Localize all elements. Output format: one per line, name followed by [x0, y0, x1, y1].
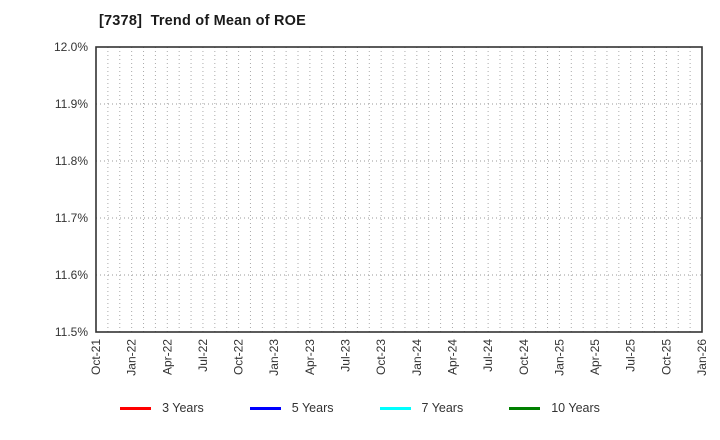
y-tick-label: 11.9% [55, 97, 88, 111]
x-tick-label: Jul-22 [196, 339, 210, 372]
legend-label: 7 Years [421, 401, 464, 415]
x-tick-label: Jan-25 [552, 339, 566, 376]
legend-line-swatch [120, 406, 152, 410]
plot-area: 11.5% 11.6% 11.7% 11.8% 11.9% 12.0% Oct-21 Jan-… [54, 40, 709, 376]
x-tick-label: Jan-26 [695, 339, 709, 376]
legend-item: 10 Years [509, 401, 600, 415]
legend: 3 Years 5 Years 7 Years 10 Years [0, 401, 720, 415]
y-tick-label: 11.6% [55, 268, 88, 282]
x-tick-label: Apr-24 [445, 339, 459, 375]
legend-item: 3 Years [120, 401, 204, 415]
x-tick-label: Oct-21 [89, 339, 103, 375]
x-tick-label: Oct-22 [232, 339, 246, 375]
y-tick-label: 11.8% [55, 154, 88, 168]
legend-item: 7 Years [379, 401, 464, 415]
x-tick-label: Oct-23 [374, 339, 388, 375]
legend-label: 5 Years [291, 401, 334, 415]
x-tick-label: Oct-25 [659, 339, 673, 375]
x-tick-label: Jul-25 [624, 339, 638, 372]
y-tick-label: 12.0% [54, 40, 88, 54]
legend-label: 3 Years [162, 401, 204, 415]
legend-line-swatch [249, 406, 281, 410]
legend-item: 5 Years [249, 401, 334, 415]
y-tick-label: 11.7% [55, 211, 88, 225]
y-tick-label: 11.5% [55, 325, 88, 339]
plot-frame [95, 46, 703, 333]
legend-line-swatch [379, 406, 411, 410]
x-tick-label: Jul-24 [481, 339, 495, 372]
x-tick-label: Apr-25 [588, 339, 602, 375]
x-tick-label: Jan-22 [125, 339, 139, 376]
x-tick-label: Apr-23 [303, 339, 317, 375]
x-tick-label: Jan-24 [410, 339, 424, 376]
x-tick-label: Apr-22 [160, 339, 174, 375]
chart-title: [7378] Trend of Mean of ROE [99, 13, 307, 29]
x-tick-label: Jul-23 [339, 339, 353, 372]
x-tick-label: Oct-24 [517, 339, 531, 375]
legend-line-swatch [509, 406, 541, 410]
legend-label: 10 Years [551, 401, 600, 415]
x-tick-label: Jan-23 [267, 339, 281, 376]
